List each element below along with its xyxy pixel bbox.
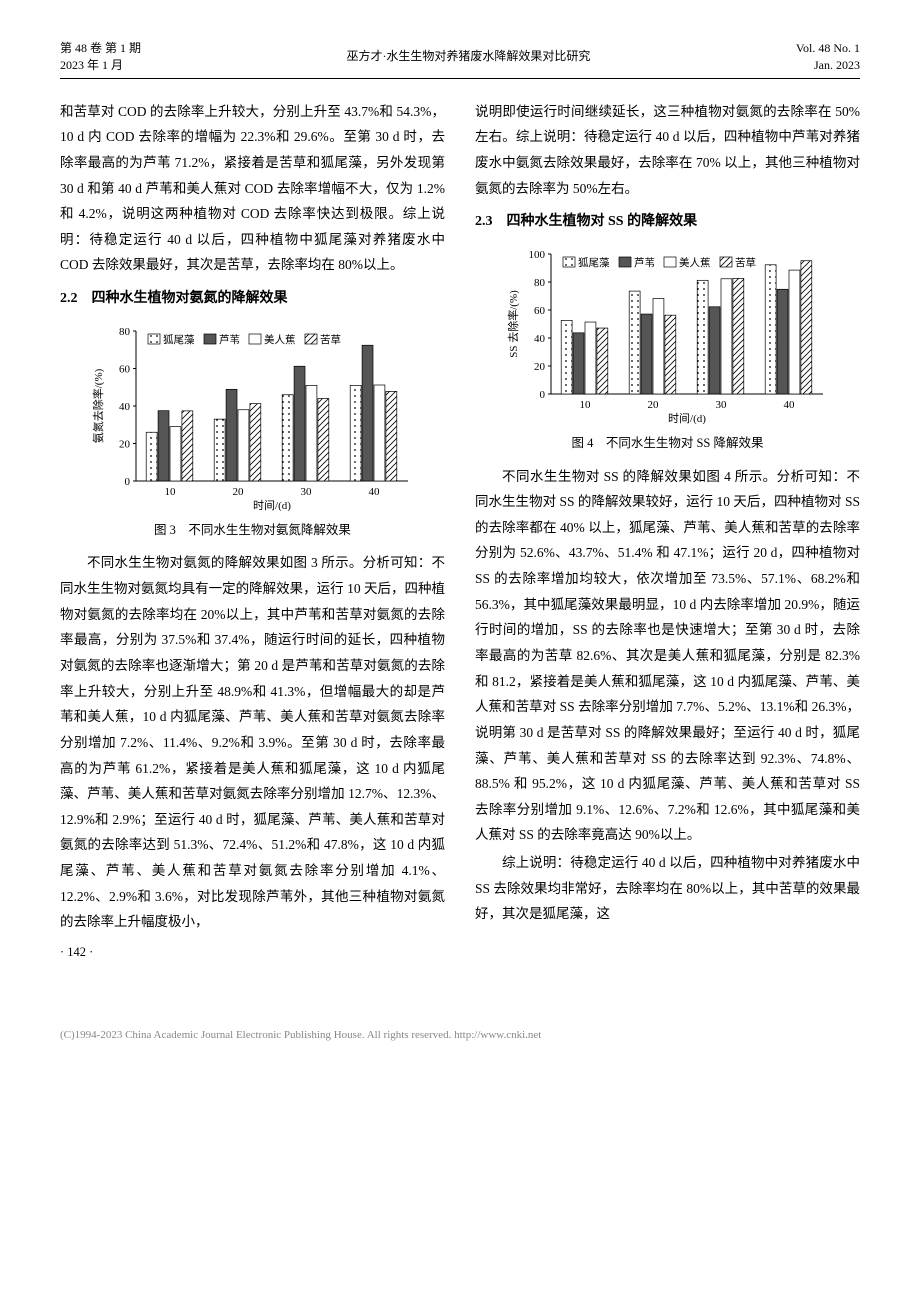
volume-issue: 第 48 卷 第 1 期 <box>60 40 141 57</box>
svg-text:100: 100 <box>528 249 545 261</box>
svg-text:60: 60 <box>119 363 131 375</box>
date-cn: 2023 年 1 月 <box>60 57 141 74</box>
svg-text:80: 80 <box>534 277 546 289</box>
svg-text:时间/(d): 时间/(d) <box>253 499 291 511</box>
para-nh3: 不同水生生物对氨氮的降解效果如图 3 所示。分析可知：不同水生生物对氨氮均具有一… <box>60 550 445 935</box>
svg-text:苦草: 苦草 <box>320 333 341 346</box>
svg-text:20: 20 <box>647 399 659 411</box>
svg-text:40: 40 <box>368 486 380 498</box>
para-nh3-cont: 说明即使运行时间继续延长，这三种植物对氨氮的去除率在 50%左右。综上说明：待稳… <box>475 99 860 202</box>
date-en: Jan. 2023 <box>796 57 860 74</box>
svg-text:10: 10 <box>579 399 591 411</box>
svg-text:芦苇: 芦苇 <box>634 256 655 269</box>
svg-text:40: 40 <box>783 399 795 411</box>
figure-3-chart: 0 20 40 60 80 10 20 30 40 时间/(d) 氨氮去除率/(%) 狐尾藻 芦苇 美人蕉… <box>88 321 418 511</box>
section-2-2-title: 2.2 四种水生植物对氨氮的降解效果 <box>60 286 445 313</box>
figure-4-chart: 0 20 40 60 80 100 10 20 30 40 时间/(d) SS 去除率/(%) 狐尾藻 芦… <box>503 244 833 424</box>
svg-text:芦苇: 芦苇 <box>219 333 240 346</box>
header-left: 第 48 卷 第 1 期 2023 年 1 月 <box>60 40 141 74</box>
column-right: 说明即使运行时间继续延长，这三种植物对氨氮的去除率在 50%左右。综上说明：待稳… <box>475 99 860 965</box>
figure-3-caption: 图 3 不同水生生物对氨氮降解效果 <box>60 519 445 543</box>
svg-text:20: 20 <box>232 486 244 498</box>
figure-4-caption: 图 4 不同水生生物对 SS 降解效果 <box>475 432 860 456</box>
svg-text:30: 30 <box>715 399 727 411</box>
svg-text:美人蕉: 美人蕉 <box>679 256 711 269</box>
svg-text:20: 20 <box>119 438 131 450</box>
page-number: · 142 · <box>60 941 445 965</box>
para-ss: 不同水生生物对 SS 的降解效果如图 4 所示。分析可知：不同水生生物对 SS … <box>475 464 860 849</box>
svg-text:狐尾藻: 狐尾藻 <box>163 333 195 346</box>
svg-text:60: 60 <box>534 305 546 317</box>
svg-text:狐尾藻: 狐尾藻 <box>578 256 610 269</box>
two-column-layout: 和苦草对 COD 的去除率上升较大，分别上升至 43.7%和 54.3%，10 … <box>60 99 860 965</box>
para-ss-summary: 综上说明：待稳定运行 40 d 以后，四种植物中对养猪废水中 SS 去除效果均非… <box>475 850 860 927</box>
svg-text:20: 20 <box>534 361 546 373</box>
svg-text:40: 40 <box>119 401 131 413</box>
volume-en: Vol. 48 No. 1 <box>796 40 860 57</box>
svg-text:美人蕉: 美人蕉 <box>264 333 296 346</box>
svg-text:30: 30 <box>300 486 312 498</box>
svg-text:40: 40 <box>534 333 546 345</box>
svg-text:0: 0 <box>124 476 130 488</box>
svg-text:10: 10 <box>164 486 176 498</box>
column-left: 和苦草对 COD 的去除率上升较大，分别上升至 43.7%和 54.3%，10 … <box>60 99 445 965</box>
page-header: 第 48 卷 第 1 期 2023 年 1 月 巫方才·水生生物对养猪废水降解效… <box>60 40 860 79</box>
svg-text:氨氮去除率/(%): 氨氮去除率/(%) <box>91 368 105 443</box>
footer-copyright: (C)1994-2023 China Academic Journal Elec… <box>60 1025 860 1046</box>
header-right: Vol. 48 No. 1 Jan. 2023 <box>796 40 860 74</box>
svg-text:80: 80 <box>119 326 131 338</box>
section-2-3-title: 2.3 四种水生植物对 SS 的降解效果 <box>475 209 860 236</box>
para-cod: 和苦草对 COD 的去除率上升较大，分别上升至 43.7%和 54.3%，10 … <box>60 99 445 278</box>
svg-text:时间/(d): 时间/(d) <box>668 412 706 424</box>
header-title: 巫方才·水生生物对养猪废水降解效果对比研究 <box>141 48 796 65</box>
svg-text:苦草: 苦草 <box>735 256 756 269</box>
svg-text:0: 0 <box>539 389 545 401</box>
svg-text:SS 去除率/(%): SS 去除率/(%) <box>506 290 520 358</box>
